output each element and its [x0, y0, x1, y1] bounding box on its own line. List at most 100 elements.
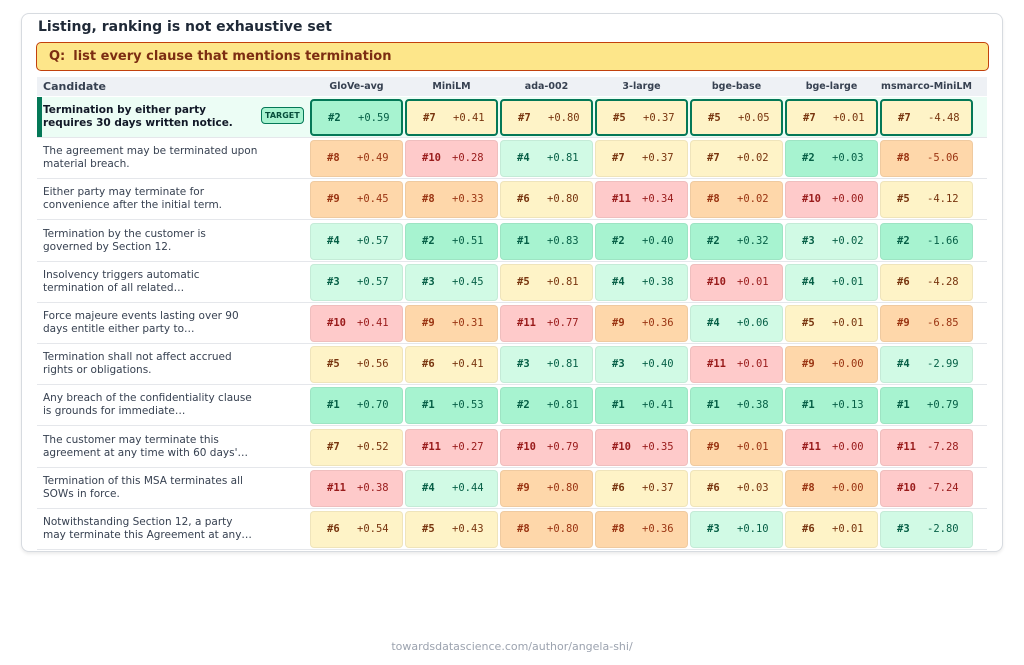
score-cell: #4 +0.57 [310, 222, 403, 260]
score-cell: #3 +0.45 [405, 263, 498, 301]
score-cell: #9 +0.01 [690, 428, 783, 466]
score-cell: #8 +0.36 [595, 511, 688, 548]
source-footer: towardsdatascience.com/author/angela-shi… [391, 640, 633, 653]
score-value: +0.01 [737, 440, 769, 453]
score-cell: #5 +0.81 [500, 263, 593, 301]
score-value: +0.53 [452, 399, 484, 412]
query-prefix: Q: [49, 49, 66, 64]
rank-value: #4 [707, 317, 720, 329]
rank-value: #10 [802, 193, 821, 206]
score-value: +0.32 [737, 234, 769, 247]
model-column-header: GloVe-avg [329, 81, 384, 92]
rank-value: #9 [612, 317, 625, 329]
rank-value: #7 [898, 112, 911, 124]
rank-value: #6 [897, 275, 910, 288]
score-value: +0.36 [642, 317, 674, 329]
score-cell: #5 +0.37 [595, 99, 688, 136]
score-cell: #11 -7.28 [880, 428, 973, 466]
rank-value: #9 [707, 440, 720, 453]
candidate-text: The customer may terminate this agreemen… [43, 433, 248, 459]
score-value: +0.31 [452, 317, 484, 329]
rank-value: #8 [897, 152, 910, 165]
score-value: +0.52 [357, 440, 389, 453]
rank-value: #6 [327, 523, 340, 535]
table-row: Insolvency triggers automatic terminatio… [37, 262, 987, 303]
rank-value: #11 [897, 440, 916, 453]
rank-value: #7 [423, 112, 436, 124]
candidate-text: Force majeure events lasting over 90 day… [43, 310, 239, 335]
score-value: +0.01 [737, 358, 769, 371]
score-value: +0.00 [832, 440, 864, 453]
score-cell: #6 +0.80 [500, 181, 593, 219]
candidate-text: Termination shall not affect accrued rig… [43, 351, 232, 377]
table-row: Either party may terminate for convenien… [37, 179, 987, 221]
score-cell: #3 +0.02 [785, 222, 878, 260]
score-value: +0.81 [547, 275, 579, 288]
score-cell: #11 +0.34 [595, 181, 688, 219]
score-cell: #8 +0.02 [690, 181, 783, 219]
candidate-text: Termination by the customer is governed … [43, 227, 206, 253]
model-column-header: bge-large [805, 81, 858, 92]
candidate-text: Any breach of the confidentiality clause… [43, 392, 252, 418]
score-value: +0.41 [452, 358, 484, 371]
rank-value: #11 [517, 317, 536, 329]
score-value: +0.38 [642, 275, 674, 288]
candidate-text: Termination by either party requires 30 … [43, 104, 233, 129]
score-cell: #1 +0.83 [500, 222, 593, 260]
score-value: +0.27 [452, 440, 484, 453]
rank-value: #8 [517, 523, 530, 535]
rank-value: #2 [517, 399, 530, 412]
score-cell: #1 +0.38 [690, 387, 783, 425]
score-cell: #2 -1.66 [880, 222, 973, 260]
rank-value: #11 [707, 358, 726, 371]
score-value: +0.10 [737, 523, 769, 535]
score-value: +0.01 [832, 275, 864, 288]
score-cell: #4 -2.99 [880, 346, 973, 384]
score-value: +0.83 [547, 234, 579, 247]
score-cell: #9 +0.00 [785, 346, 878, 384]
score-cell: #7 +0.52 [310, 428, 403, 466]
score-value: +0.02 [832, 234, 864, 247]
score-value: +0.02 [737, 193, 769, 206]
score-cell: #7 -4.48 [880, 99, 973, 136]
score-cell: #10 +0.79 [500, 428, 593, 466]
score-cell: #8 +0.00 [785, 469, 878, 507]
score-cell: #4 +0.44 [405, 469, 498, 507]
score-value: +0.00 [832, 358, 864, 371]
rank-value: #4 [897, 358, 910, 371]
rank-value: #6 [422, 358, 435, 371]
score-value: +0.40 [642, 358, 674, 371]
candidate-column-header: Candidate [43, 80, 106, 93]
rank-value: #10 [517, 440, 536, 453]
score-value: +0.01 [832, 523, 864, 535]
score-cell: #7 +0.80 [500, 99, 593, 136]
score-cell: #2 +0.59 [310, 99, 403, 136]
rank-value: #11 [422, 440, 441, 453]
rank-value: #1 [327, 399, 340, 412]
score-value: +0.57 [357, 234, 389, 247]
table-row: Termination shall not affect accrued rig… [37, 344, 987, 386]
rank-value: #3 [517, 358, 530, 371]
score-value: +0.51 [452, 234, 484, 247]
score-cell: #6 -4.28 [880, 263, 973, 301]
score-cell: #3 +0.10 [690, 511, 783, 548]
score-value: +0.81 [547, 358, 579, 371]
score-value: -2.99 [927, 358, 959, 371]
model-column-header: msmarco-MiniLM [881, 81, 972, 92]
candidate-text: The agreement may be terminated upon mat… [43, 145, 258, 171]
score-value: +0.43 [452, 523, 484, 535]
score-value: +0.41 [453, 112, 485, 124]
candidate-text: Either party may terminate for convenien… [43, 186, 223, 212]
rank-value: #6 [612, 481, 625, 494]
score-cell: #9 +0.80 [500, 469, 593, 507]
score-value: +0.70 [357, 399, 389, 412]
rank-value: #7 [803, 112, 816, 124]
score-value: +0.59 [358, 112, 390, 124]
score-value: +0.33 [452, 193, 484, 206]
page-title: Listing, ranking is not exhaustive set [38, 19, 332, 35]
rank-value: #10 [707, 275, 726, 288]
rank-value: #10 [612, 440, 631, 453]
table-row: The customer may terminate this agreemen… [37, 427, 987, 468]
score-cell: #2 +0.40 [595, 222, 688, 260]
model-column-header: ada-002 [524, 81, 569, 92]
